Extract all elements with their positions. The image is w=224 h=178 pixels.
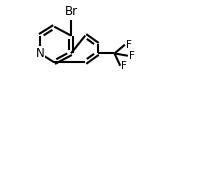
Text: N: N: [36, 47, 44, 60]
Text: F: F: [129, 51, 135, 61]
Text: F: F: [121, 61, 127, 71]
Text: F: F: [126, 40, 132, 50]
Text: Br: Br: [65, 5, 78, 18]
